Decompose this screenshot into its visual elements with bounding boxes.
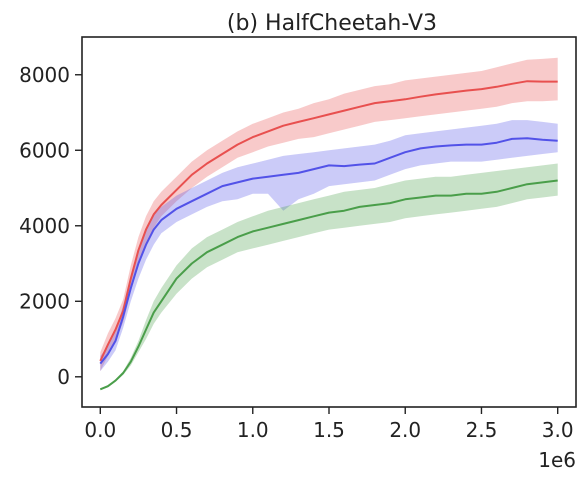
x-tick-label: 1.0 [237, 418, 269, 442]
x-tick-label: 0.0 [84, 418, 116, 442]
x-tick-label: 1.5 [313, 418, 345, 442]
y-tick-label: 0 [57, 365, 70, 389]
series-layer [99, 57, 558, 391]
series-1-line [99, 80, 558, 362]
series-3-band [100, 163, 558, 390]
chart-title: (b) HalfCheetah-V3 [227, 11, 437, 36]
y-tick-label: 6000 [19, 138, 70, 162]
x-tick-label: 0.5 [161, 418, 193, 442]
y-tick-label: 2000 [19, 289, 70, 313]
x-axis: 0.0 0.5 1.0 1.5 2.0 2.5 3.0 [84, 407, 574, 442]
y-tick-label: 8000 [19, 63, 70, 87]
series-2-line [99, 137, 558, 365]
x-tick-label: 3.0 [542, 418, 574, 442]
series-2-band [100, 120, 558, 372]
y-tick-label: 4000 [19, 214, 70, 238]
x-offset-label: 1e6 [538, 448, 576, 472]
x-tick-label: 2.5 [466, 418, 498, 442]
y-axis: 0 2000 4000 6000 8000 [19, 63, 82, 389]
series-1-band [100, 57, 558, 372]
x-tick-label: 2.0 [389, 418, 421, 442]
series-3-line [99, 179, 558, 391]
